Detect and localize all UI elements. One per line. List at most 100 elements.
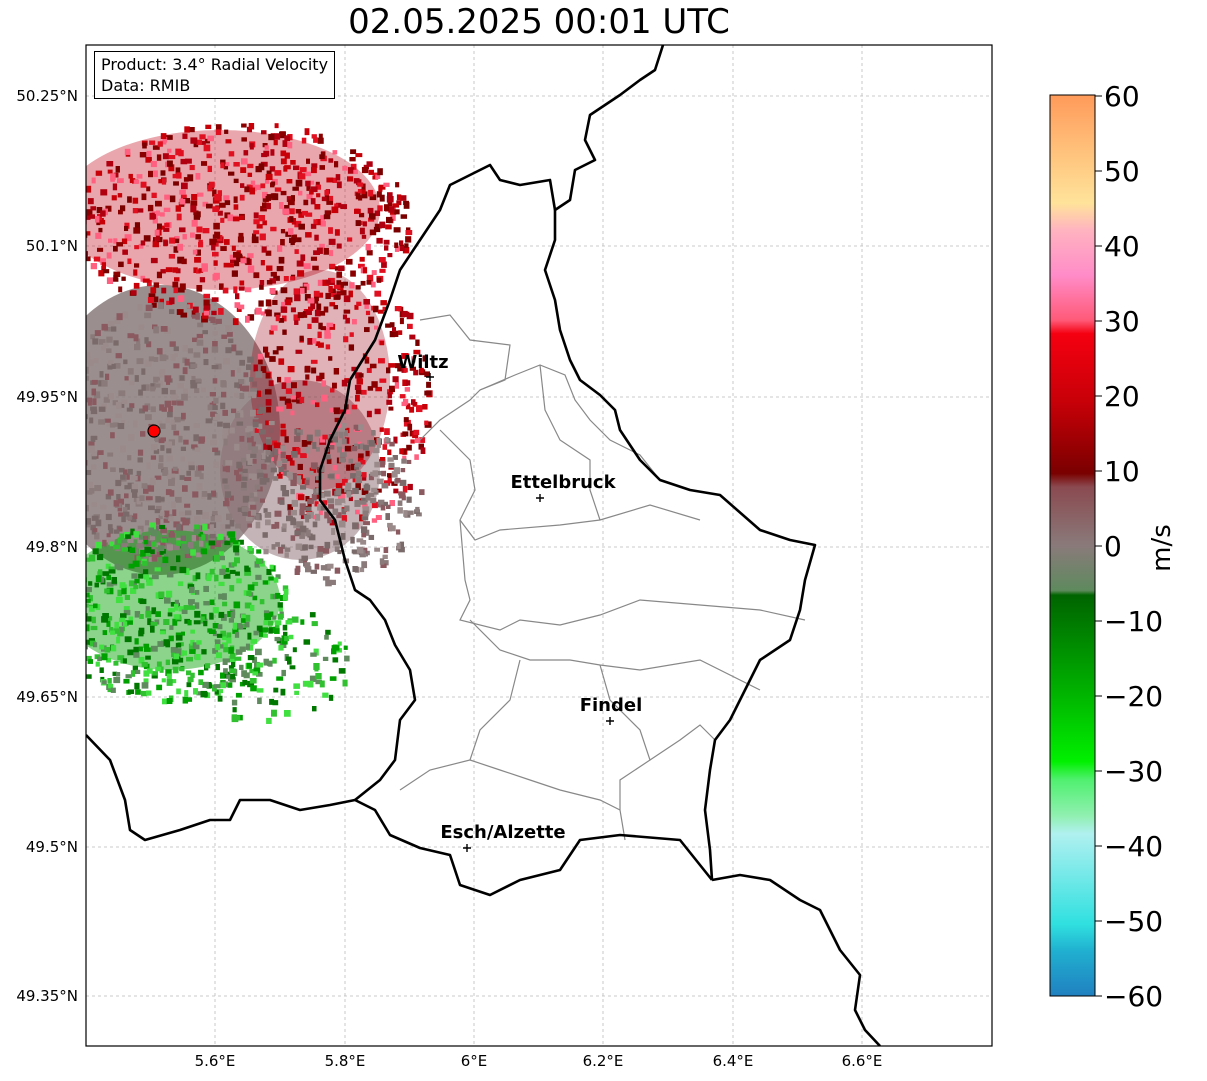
- echo-pixel: [184, 476, 192, 481]
- echo-pixel: [196, 333, 204, 339]
- echo-pixel: [262, 580, 269, 585]
- echo-pixel: [73, 203, 80, 210]
- echo-pixel: [102, 539, 107, 547]
- echo-pixel: [193, 210, 199, 216]
- echo-pixel: [253, 212, 259, 219]
- echo-pixel: [200, 548, 208, 555]
- echo-pixel: [265, 420, 270, 426]
- echo-pixel: [255, 648, 262, 656]
- echo-pixel: [213, 554, 220, 562]
- echo-pixel: [255, 574, 262, 580]
- echo-pixel: [325, 292, 331, 300]
- echo-pixel: [98, 569, 103, 576]
- echo-pixel: [144, 520, 150, 526]
- echo-pixel: [305, 171, 312, 177]
- echo-pixel: [316, 219, 321, 226]
- echo-pixel: [252, 656, 258, 663]
- echo-pixel: [224, 484, 230, 490]
- echo-pixel: [224, 129, 229, 134]
- echo-pixel: [74, 621, 80, 628]
- echo-pixel: [422, 404, 428, 410]
- echo-pixel: [241, 123, 247, 128]
- lon-tick-label: 5.8°E: [325, 1052, 366, 1070]
- echo-pixel: [206, 203, 213, 209]
- echo-pixel: [366, 161, 373, 167]
- echo-pixel: [266, 439, 273, 445]
- echo-pixel: [156, 661, 162, 667]
- echo-pixel: [70, 491, 74, 496]
- echo-pixel: [394, 209, 400, 215]
- echo-pixel: [145, 304, 153, 312]
- echo-pixel: [239, 646, 246, 652]
- echo-pixel: [405, 403, 411, 410]
- echo-pixel: [122, 311, 129, 319]
- echo-pixel: [371, 501, 378, 509]
- echo-pixel: [237, 384, 243, 389]
- echo-pixel: [211, 297, 219, 302]
- echo-pixel: [205, 663, 211, 669]
- echo-pixel: [335, 488, 342, 496]
- echo-pixel: [262, 195, 269, 202]
- echo-pixel: [378, 185, 383, 192]
- echo-pixel: [192, 575, 198, 582]
- echo-pixel: [128, 563, 135, 569]
- echo-pixel: [234, 392, 239, 398]
- echo-pixel: [106, 657, 112, 663]
- echo-pixel: [62, 625, 68, 631]
- echo-pixel: [110, 173, 116, 181]
- echo-pixel: [175, 632, 182, 638]
- echo-pixel: [273, 442, 281, 448]
- echo-pixel: [290, 509, 298, 516]
- echo-pixel: [161, 387, 169, 395]
- echo-pixel: [265, 309, 272, 317]
- echo-pixel: [221, 642, 228, 648]
- colorbar-tick-label: 20: [1104, 380, 1140, 413]
- echo-pixel: [163, 518, 170, 523]
- echo-pixel: [346, 464, 351, 471]
- echo-pixel: [290, 518, 297, 526]
- echo-pixel: [374, 210, 381, 216]
- echo-pixel: [244, 621, 250, 628]
- echo-pixel: [209, 599, 215, 606]
- echo-pixel: [235, 293, 240, 300]
- echo-pixel: [268, 628, 273, 634]
- echo-pixel: [112, 400, 118, 406]
- echo-pixel: [212, 447, 219, 452]
- echo-pixel: [182, 367, 188, 375]
- echo-pixel: [328, 286, 333, 293]
- echo-pixel: [172, 509, 177, 517]
- echo-pixel: [222, 464, 228, 472]
- lon-tick-label: 6.2°E: [583, 1052, 624, 1070]
- echo-pixel: [355, 220, 361, 227]
- echo-pixel: [90, 436, 96, 442]
- echo-pixel: [208, 316, 214, 321]
- echo-pixel: [222, 428, 229, 436]
- echo-pixel: [217, 533, 224, 540]
- echo-pixel: [263, 477, 270, 483]
- echo-pixel: [287, 660, 292, 665]
- echo-pixel: [91, 454, 97, 460]
- echo-pixel: [150, 455, 157, 460]
- echo-pixel: [247, 632, 252, 640]
- echo-pixel: [319, 310, 326, 316]
- echo-pixel: [337, 550, 342, 555]
- echo-pixel: [324, 210, 332, 215]
- echo-pixel: [264, 443, 269, 450]
- echo-pixel: [106, 620, 111, 627]
- echo-pixel: [241, 623, 247, 629]
- echo-pixel: [298, 173, 306, 180]
- echo-pixel: [212, 189, 217, 197]
- echo-pixel: [198, 268, 204, 273]
- echo-pixel: [251, 446, 259, 454]
- echo-pixel: [336, 512, 342, 519]
- echo-pixel: [319, 372, 325, 380]
- echo-pixel: [272, 700, 279, 706]
- echo-pixel: [299, 167, 307, 173]
- echo-pixel: [117, 193, 123, 198]
- echo-pixel: [72, 221, 77, 228]
- echo-pixel: [362, 510, 369, 517]
- echo-pixel: [294, 294, 301, 302]
- echo-pixel: [315, 184, 321, 190]
- echo-pixel: [107, 169, 113, 174]
- echo-pixel: [301, 137, 307, 144]
